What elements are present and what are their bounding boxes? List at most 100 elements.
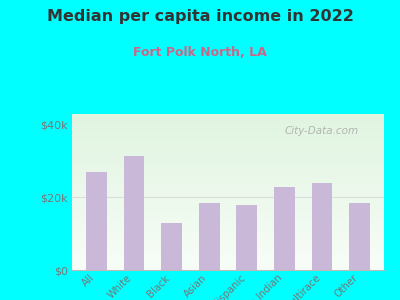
Bar	[72, 218, 384, 219]
Bar	[72, 268, 384, 269]
Bar	[72, 262, 384, 263]
Bar	[72, 135, 384, 136]
Text: Median per capita income in 2022: Median per capita income in 2022	[46, 9, 354, 24]
Bar	[72, 238, 384, 239]
Bar	[72, 160, 384, 161]
Bar	[72, 139, 384, 140]
Bar	[72, 162, 384, 163]
Bar	[72, 141, 384, 142]
Bar	[161, 223, 182, 270]
Bar	[72, 146, 384, 147]
Bar	[72, 200, 384, 201]
Bar	[72, 248, 384, 249]
Bar	[72, 130, 384, 131]
Bar	[72, 178, 384, 179]
Bar	[72, 201, 384, 202]
Bar	[72, 256, 384, 257]
Bar	[72, 269, 384, 270]
Bar	[72, 243, 384, 244]
Bar	[72, 188, 384, 189]
Bar	[72, 192, 384, 193]
Bar	[72, 185, 384, 186]
Bar	[72, 246, 384, 247]
Bar	[72, 191, 384, 192]
Bar	[72, 140, 384, 141]
Bar	[72, 128, 384, 129]
Bar	[274, 187, 295, 270]
Bar	[312, 183, 332, 270]
Bar	[72, 255, 384, 256]
Bar	[72, 241, 384, 242]
Bar	[72, 142, 384, 143]
Bar	[72, 177, 384, 178]
Bar	[72, 172, 384, 173]
Bar	[72, 220, 384, 221]
Bar	[72, 136, 384, 137]
Bar	[72, 247, 384, 248]
Bar	[72, 195, 384, 196]
Bar	[72, 171, 384, 172]
Bar	[72, 267, 384, 268]
Bar	[72, 229, 384, 230]
Bar	[72, 237, 384, 238]
Bar	[72, 123, 384, 124]
Bar	[72, 245, 384, 246]
Bar	[72, 124, 384, 125]
Bar	[72, 206, 384, 207]
Bar	[72, 131, 384, 132]
Bar	[72, 158, 384, 159]
Bar	[72, 137, 384, 138]
Bar	[72, 149, 384, 150]
Bar	[72, 117, 384, 118]
Bar	[72, 129, 384, 130]
Bar	[72, 148, 384, 149]
Bar	[72, 244, 384, 245]
Bar	[72, 264, 384, 265]
Bar	[72, 116, 384, 117]
Bar	[72, 167, 384, 168]
Bar	[72, 225, 384, 226]
Bar	[72, 166, 384, 167]
Bar	[72, 214, 384, 215]
Bar	[72, 249, 384, 250]
Bar	[72, 174, 384, 175]
Bar	[72, 127, 384, 128]
Bar	[72, 161, 384, 162]
Bar	[72, 156, 384, 157]
Bar	[72, 199, 384, 200]
Bar	[72, 165, 384, 166]
Bar	[72, 114, 384, 115]
Bar	[72, 190, 384, 191]
Bar	[72, 212, 384, 213]
Bar	[72, 251, 384, 252]
Bar	[72, 138, 384, 139]
Bar	[72, 189, 384, 190]
Bar	[124, 156, 144, 270]
Bar	[86, 172, 107, 270]
Bar	[72, 202, 384, 203]
Bar	[72, 184, 384, 185]
Bar	[72, 259, 384, 260]
Bar	[72, 159, 384, 160]
Bar	[72, 227, 384, 228]
Bar	[72, 215, 384, 216]
Bar	[72, 122, 384, 123]
Bar	[72, 143, 384, 144]
Bar	[72, 224, 384, 225]
Bar	[72, 257, 384, 258]
Bar	[72, 168, 384, 169]
Bar	[72, 263, 384, 264]
Bar	[72, 163, 384, 164]
Bar	[72, 157, 384, 158]
Bar	[72, 207, 384, 208]
Bar	[72, 119, 384, 120]
Bar	[72, 196, 384, 197]
Bar	[72, 153, 384, 154]
Bar	[72, 154, 384, 155]
Bar	[72, 150, 384, 151]
Bar	[72, 115, 384, 116]
Bar	[72, 120, 384, 121]
Bar	[72, 132, 384, 133]
Bar	[72, 260, 384, 261]
Bar	[72, 233, 384, 234]
